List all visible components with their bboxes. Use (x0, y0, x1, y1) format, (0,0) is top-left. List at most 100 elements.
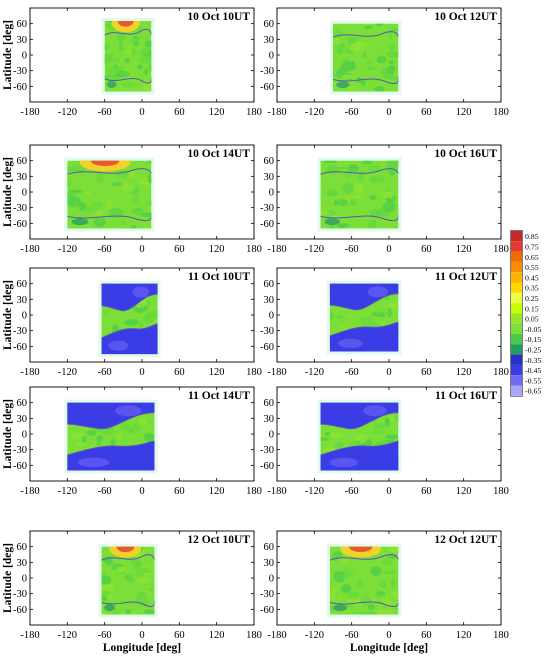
colorbar-swatch (511, 364, 522, 376)
heatmap-cell (388, 302, 399, 310)
heatmap-cell (382, 558, 393, 566)
heatmap-cell (382, 201, 396, 212)
colorbar-label: 0.85 (525, 232, 539, 241)
y-tick-label: -60 (260, 82, 274, 93)
heatmap-cell (324, 432, 331, 436)
x-tick-label: 180 (246, 630, 262, 641)
x-tick-label: 60 (174, 630, 185, 641)
heatmap-cell (116, 546, 135, 553)
heatmap-cell (135, 596, 150, 607)
y-tick-label: -30 (13, 445, 27, 456)
heatmap (320, 402, 399, 471)
heatmap-cell (342, 183, 355, 194)
x-tick-label: 0 (139, 486, 144, 497)
contour-line (329, 554, 399, 561)
y-tick-label: 30 (264, 558, 275, 569)
x-tick-label: -120 (305, 367, 324, 378)
heatmap-cell (140, 212, 152, 218)
panel-title: 11 Oct 14UT (188, 390, 250, 402)
panel-title: 11 Oct 10UT (188, 271, 250, 283)
heatmap-cell (105, 66, 119, 76)
heatmap-cell (127, 573, 134, 583)
heatmap-cell (369, 175, 385, 183)
y-tick-label: -60 (13, 82, 27, 93)
heatmap-cell (350, 61, 356, 70)
heatmap-cell (393, 414, 399, 421)
colorbar-swatch (511, 375, 522, 386)
heatmap-cell (320, 210, 330, 216)
heatmap-cell (362, 50, 367, 59)
colorbar-frame (510, 230, 523, 397)
x-tick-label: 60 (174, 107, 185, 118)
heatmap-cell (146, 160, 152, 166)
heatmap-cell (329, 457, 358, 468)
x-tick-label: -60 (345, 486, 359, 497)
heatmap-cell (378, 579, 388, 587)
x-tick-label: 0 (139, 367, 144, 378)
y-tick-label: -60 (260, 461, 274, 472)
x-tick-label: 60 (421, 367, 432, 378)
y-tick-label: 0 (22, 311, 27, 322)
x-tick-label: 120 (209, 107, 225, 118)
y-tick-label: 60 (17, 542, 28, 553)
x-tick-label: 180 (246, 107, 262, 118)
heatmap-cell (115, 405, 142, 417)
heatmap-cell (333, 37, 342, 45)
heatmap-cell (366, 612, 377, 615)
heatmap (104, 21, 152, 92)
panel: -180 -120 -60 0 60 120 180 60 30 0 -30 -60 11 Oct 16… (260, 386, 509, 497)
y-tick-label: 30 (17, 295, 28, 306)
y-tick-label: -30 (260, 326, 274, 337)
heatmap-cell (138, 417, 148, 425)
colorbar-label: -0.15 (525, 335, 541, 344)
heatmap-cell (120, 220, 126, 226)
x-tick-label: -180 (267, 244, 286, 255)
heatmap-cell (373, 86, 385, 92)
heatmap-cell (96, 435, 104, 443)
heatmap-cell (145, 569, 154, 573)
y-axis-label: Latitude [deg] (2, 399, 14, 469)
x-tick-label: -120 (305, 107, 324, 118)
panel-title: 12 Oct 12UT (434, 534, 497, 546)
colorbar-label: 0.65 (525, 253, 539, 262)
heatmap-cell (361, 160, 373, 165)
heatmap-cell (143, 432, 155, 443)
y-tick-label: -30 (260, 66, 274, 77)
heatmap-cell (349, 199, 357, 207)
x-tick-label: 0 (139, 107, 144, 118)
heatmap-cell (67, 196, 81, 207)
heatmap-cell (101, 584, 116, 591)
heatmap-cell (108, 340, 129, 351)
heatmap-cell (113, 564, 124, 568)
heatmap-cell (390, 27, 399, 32)
heatmap-cell (86, 430, 97, 436)
y-tick-label: 60 (264, 19, 275, 30)
heatmap-cell (343, 170, 352, 178)
heatmap-cell (142, 81, 152, 91)
x-tick-label: -180 (267, 630, 286, 641)
x-tick-label: -180 (20, 630, 39, 641)
heatmap-cell (373, 422, 386, 430)
colorbar-swatch (511, 272, 522, 283)
y-tick-label: 30 (17, 558, 28, 569)
heatmap-cell (368, 604, 375, 610)
heatmap-cell (348, 571, 355, 576)
heatmap-cell (104, 54, 113, 64)
y-tick-label: 30 (17, 414, 28, 425)
colorbar-label: -0.35 (525, 356, 541, 365)
y-tick-label: -30 (13, 66, 27, 77)
y-axis-label: Latitude [deg] (2, 20, 14, 90)
heatmap-cell (347, 164, 359, 173)
y-tick-label: 60 (17, 156, 28, 167)
heatmap-cell (374, 593, 386, 597)
heatmap-cell (141, 46, 151, 55)
heatmap-cell (360, 595, 373, 606)
heatmap-cell (391, 591, 399, 598)
colorbar-swatch (511, 282, 522, 293)
heatmap-cell (391, 160, 399, 165)
heatmap-cell (348, 36, 359, 44)
panel-title: 10 Oct 10UT (187, 11, 250, 23)
x-tick-label: -180 (267, 107, 286, 118)
heatmap-cell (117, 21, 134, 27)
